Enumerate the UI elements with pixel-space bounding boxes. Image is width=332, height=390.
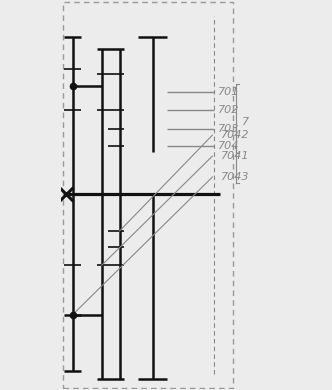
Text: 7043: 7043 — [221, 172, 250, 182]
Text: 7: 7 — [242, 117, 249, 127]
Text: 702: 702 — [218, 105, 240, 115]
Text: 703: 703 — [218, 124, 240, 134]
Text: 704: 704 — [218, 141, 240, 151]
Text: 701: 701 — [218, 87, 240, 97]
Text: 7041: 7041 — [221, 151, 250, 161]
Text: 7042: 7042 — [221, 130, 250, 140]
